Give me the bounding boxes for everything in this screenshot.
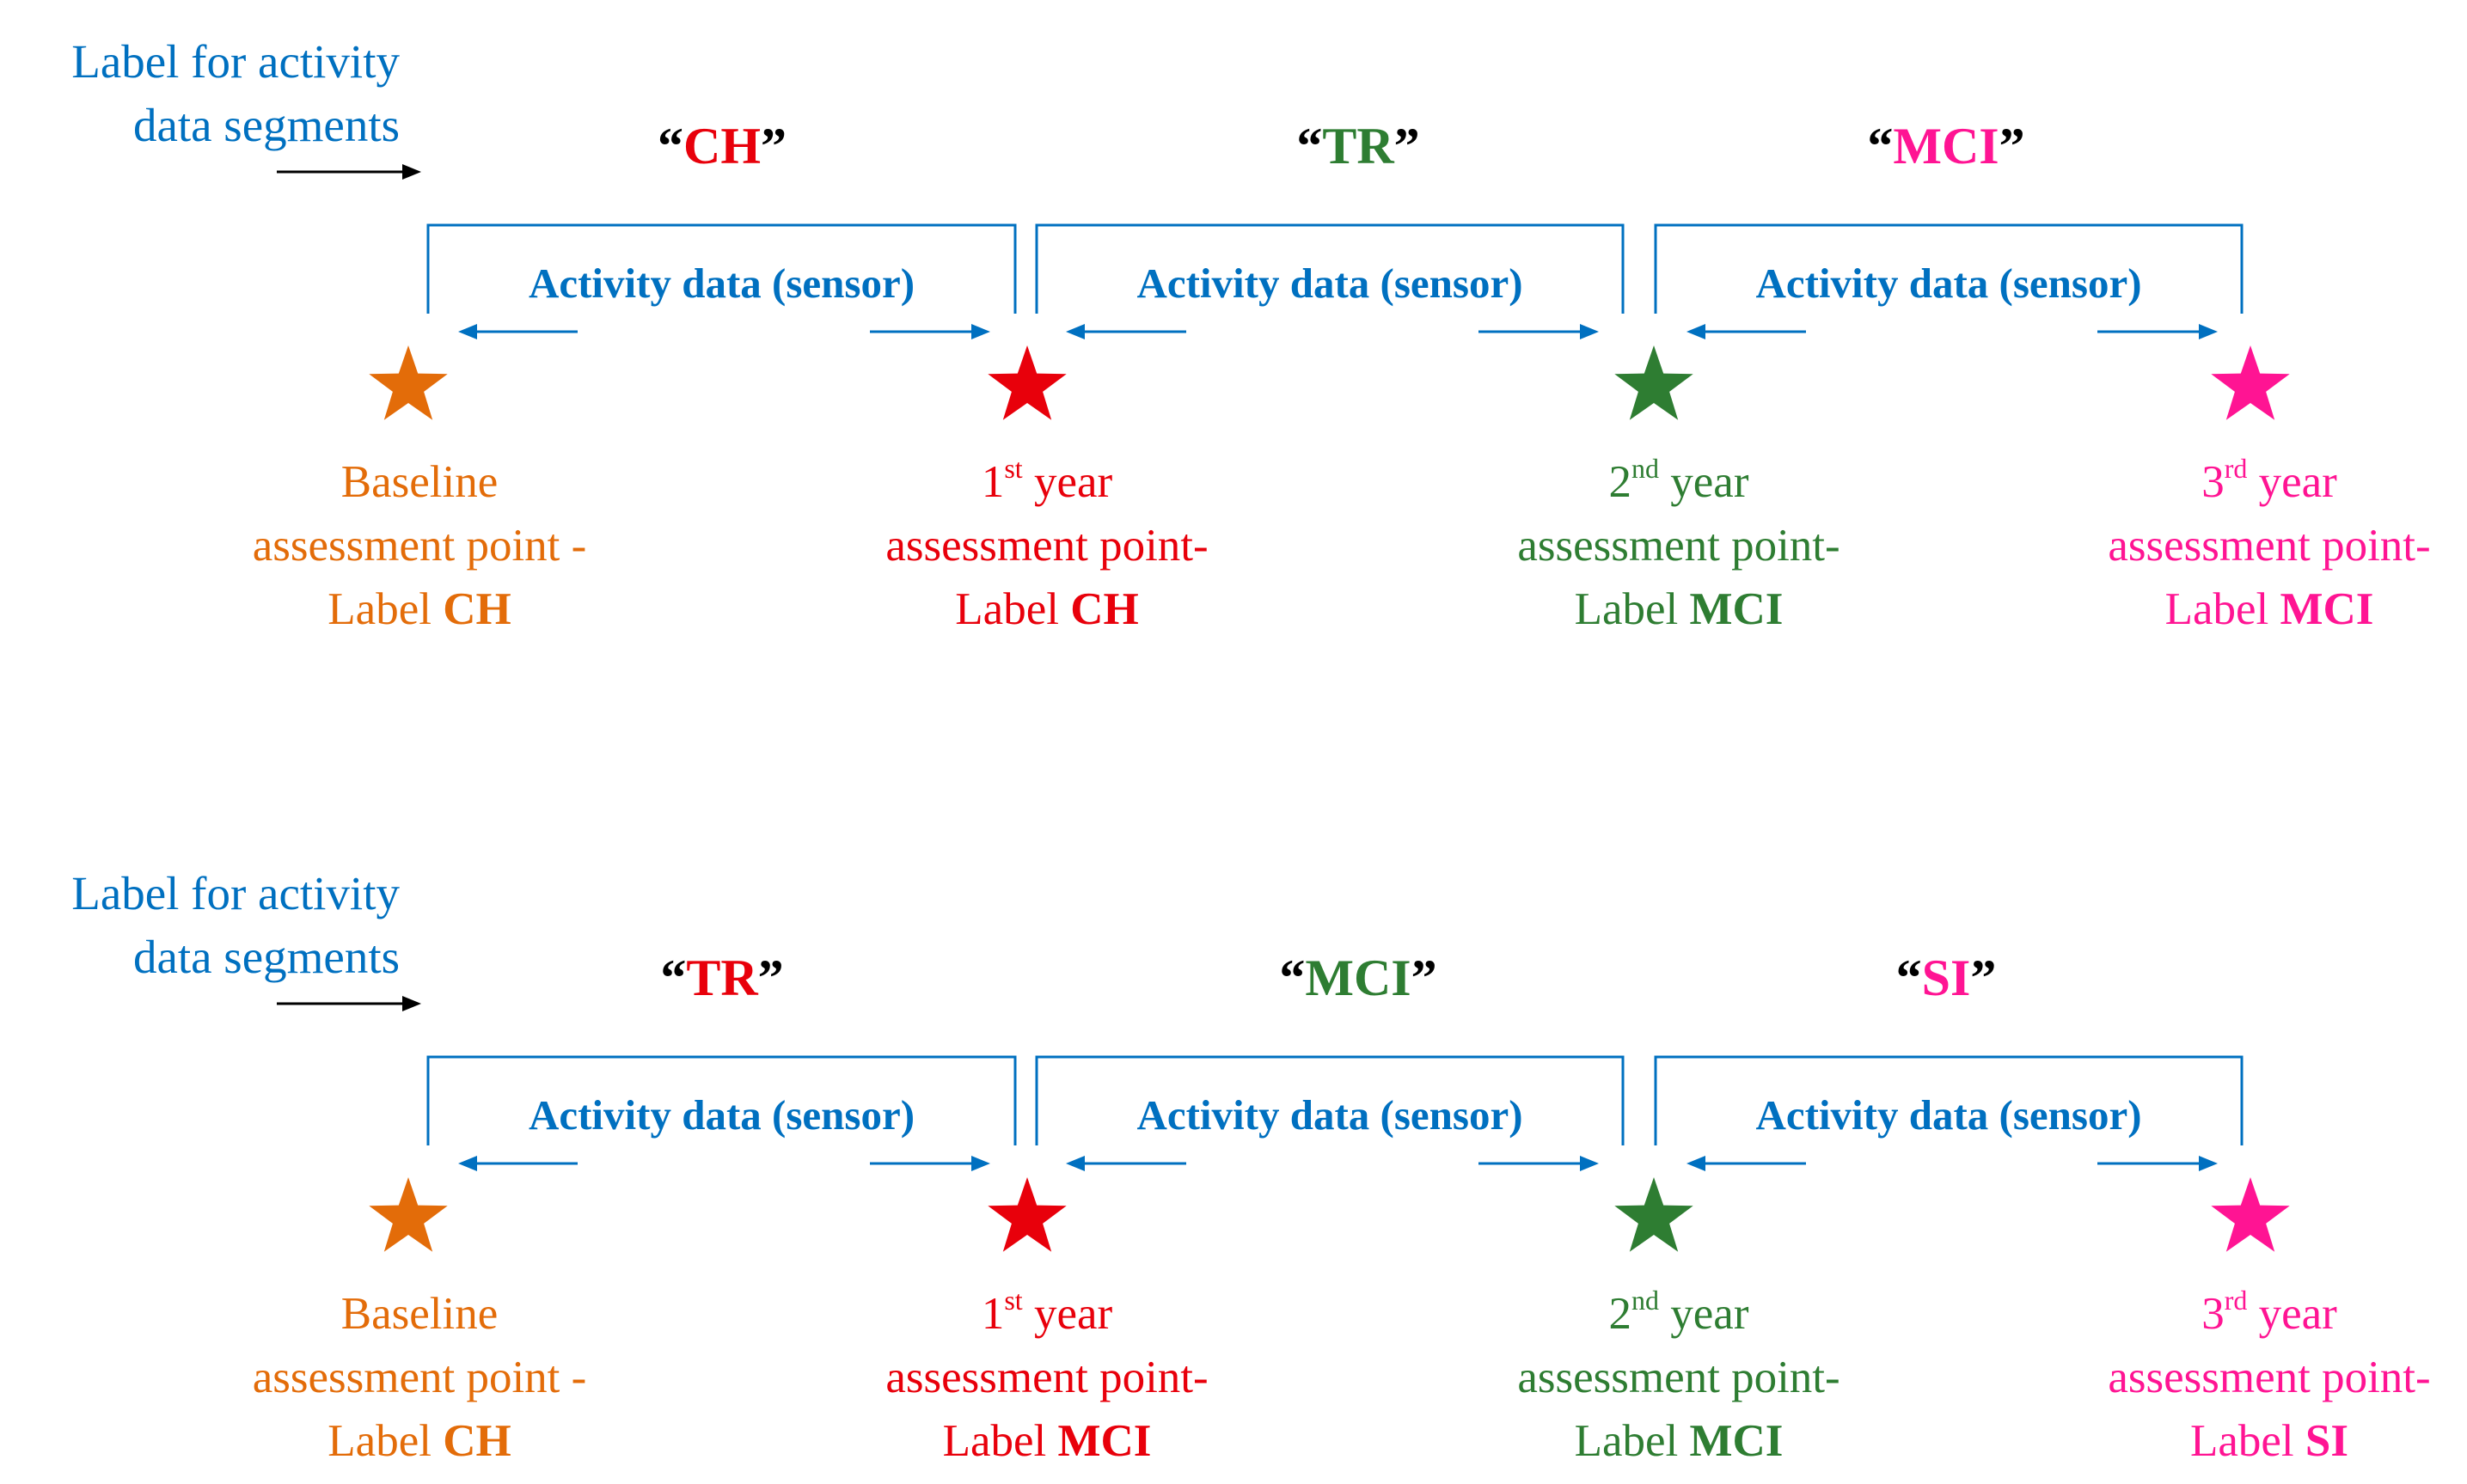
assessment-point-3: 2nd year assessment point-Label MCI [1517,1177,1840,1466]
activity-label: Activity data (sensor) [529,260,915,307]
star-icon [2211,1177,2290,1252]
segment-label: “TR” [660,950,783,1006]
assessment-point-4: 3rd year assessment point-Label MCI [2108,345,2431,634]
intro-arrow [277,996,421,1011]
intro-label: Label for activity data segments [71,35,400,151]
arrow-right-head [1580,324,1599,339]
star-icon [2211,345,2290,420]
arrowhead [402,164,421,180]
assessment-caption: 3rd year assessment point-Label MCI [2108,453,2430,634]
arrow-left-head [1686,1156,1705,1171]
assessment-caption: Baseline assessment point -Label CH [253,1289,587,1466]
arrow-left-head [458,324,477,339]
assessment-caption: 2nd year assessment point-Label MCI [1517,1285,1840,1466]
activity-label: Activity data (sensor) [1755,260,2141,307]
segment-label: “TR” [1296,118,1419,174]
segment-1: “CH” Activity data (sensor) [426,118,1017,339]
arrow-right-head [1580,1156,1599,1171]
panel-2: Label for activity data segments “TR” Activ… [71,867,2430,1466]
star-icon [988,1177,1067,1252]
assessment-point-4: 3rd year assessment point-Label SI [2108,1177,2431,1466]
segment-bracket [1035,1055,1625,1145]
segment-1: “TR” Activity data (sensor) [426,950,1017,1171]
star-icon [369,1177,448,1252]
assessment-point-2: 1st year assessment point-Label CH [885,345,1209,634]
assessment-caption: Baseline assessment point -Label CH [253,457,587,634]
arrow-right-head [2199,1156,2218,1171]
star-icon [1614,1177,1693,1252]
arrow-right-head [971,1156,990,1171]
segment-2: “MCI” Activity data (sensor) [1035,950,1625,1171]
arrow-left-head [458,1156,477,1171]
arrowhead [402,996,421,1011]
activity-label: Activity data (sensor) [1755,1091,2141,1139]
segment-bracket [426,223,1017,314]
segment-bracket [1654,223,2244,314]
assessment-point-2: 1st year assessment point-Label MCI [885,1177,1209,1466]
segment-3: “SI” Activity data (sensor) [1654,950,2244,1171]
assessment-caption: 1st year assessment point-Label CH [885,453,1208,634]
assessment-caption: 2nd year assessment point-Label MCI [1517,453,1840,634]
arrow-left-head [1066,1156,1085,1171]
intro-label: Label for activity data segments [71,867,400,983]
assessment-point-1: Baseline assessment point -Label CH [253,345,587,634]
activity-label: Activity data (sensor) [1136,260,1522,307]
segment-label: “MCI” [1867,118,2024,174]
arrow-left-head [1686,324,1705,339]
segment-3: “MCI” Activity data (sensor) [1654,118,2244,339]
segment-2: “TR” Activity data (sensor) [1035,118,1625,339]
panel-1: Label for activity data segments “CH” Activ… [71,35,2430,634]
star-icon [369,345,448,420]
arrow-right-head [2199,324,2218,339]
segment-label: “MCI” [1279,950,1436,1006]
intro-arrow [277,164,421,180]
star-icon [988,345,1067,420]
activity-label: Activity data (sensor) [529,1091,915,1139]
arrow-left-head [1066,324,1085,339]
segment-bracket [1035,223,1625,314]
star-icon [1614,345,1693,420]
segment-label: “SI” [1896,950,1997,1006]
segment-bracket [1654,1055,2244,1145]
assessment-caption: 1st year assessment point-Label MCI [885,1285,1208,1466]
segment-label: “CH” [658,118,787,174]
assessment-caption: 3rd year assessment point-Label SI [2108,1285,2430,1466]
segment-bracket [426,1055,1017,1145]
assessment-point-3: 2nd year assessment point-Label MCI [1517,345,1840,634]
arrow-right-head [971,324,990,339]
activity-label: Activity data (sensor) [1136,1091,1522,1139]
assessment-point-1: Baseline assessment point -Label CH [253,1177,587,1466]
